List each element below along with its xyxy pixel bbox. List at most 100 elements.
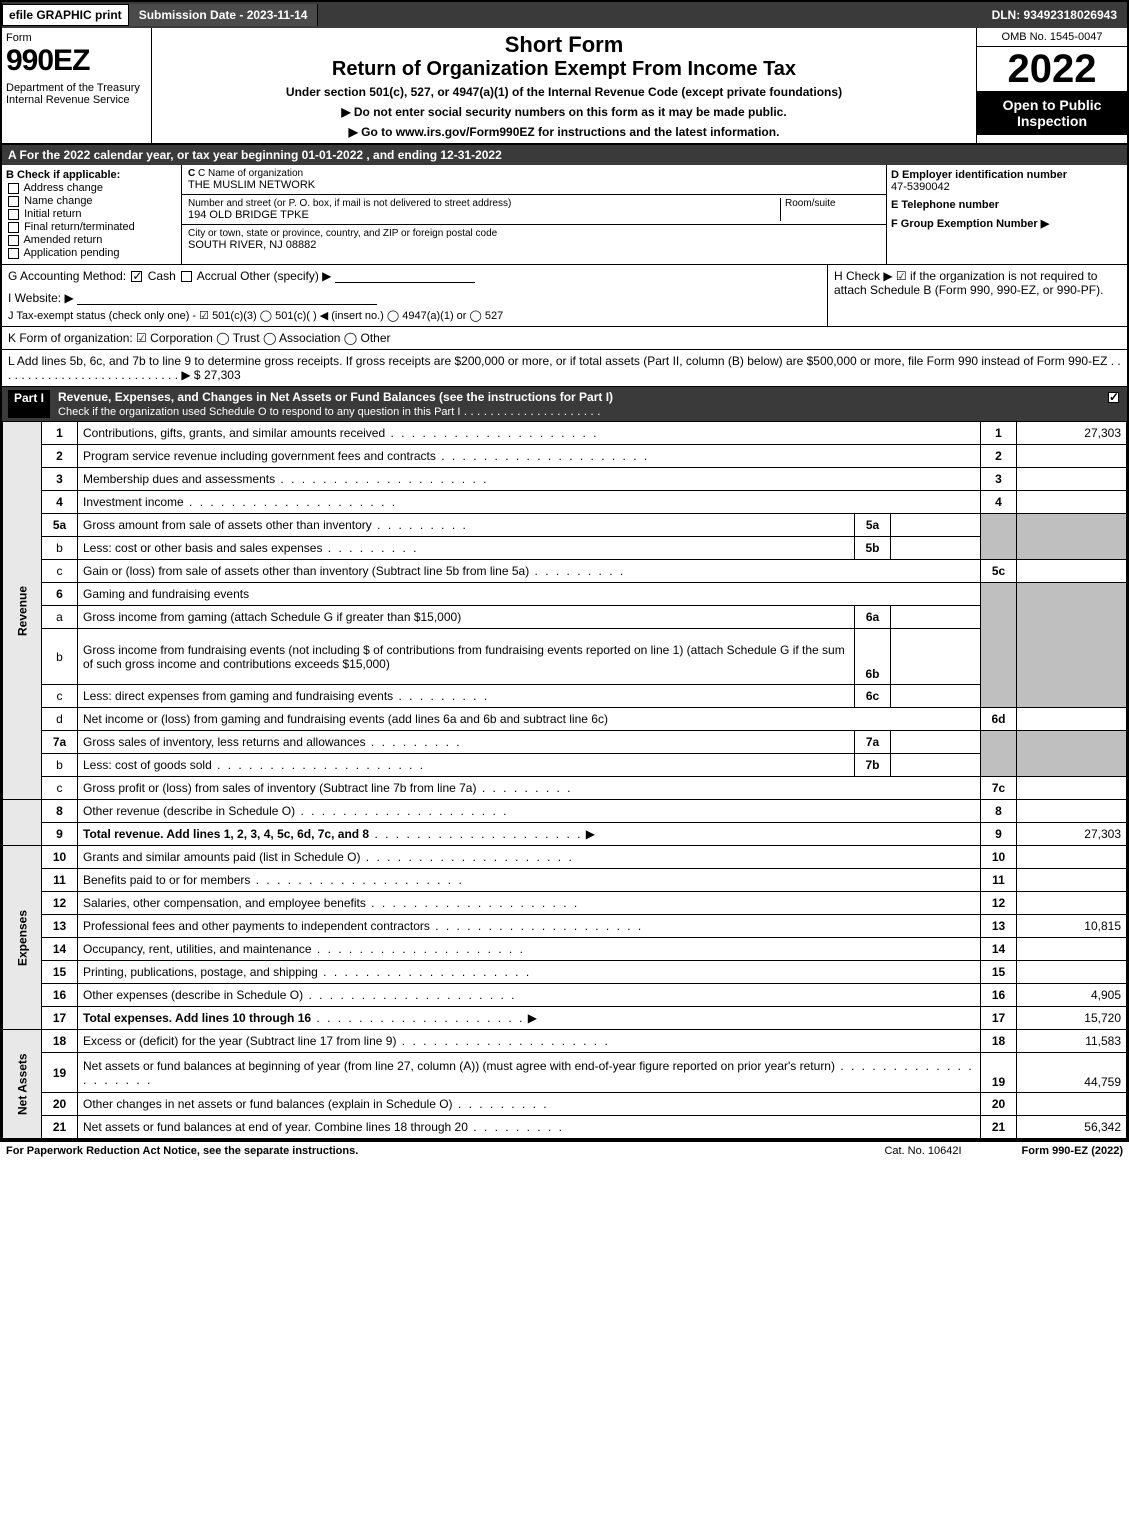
- line-14-num: 14: [42, 938, 78, 961]
- chk-initial-return[interactable]: Initial return: [6, 208, 177, 220]
- chk-accrual[interactable]: [181, 271, 192, 282]
- line-6a-innum: 6a: [855, 606, 891, 629]
- side-revenue: Revenue: [3, 422, 42, 800]
- line-7a-desc: Gross sales of inventory, less returns a…: [83, 735, 462, 749]
- line-6c-num: c: [42, 685, 78, 708]
- line-15-num: 15: [42, 961, 78, 984]
- chk-cash[interactable]: [131, 271, 142, 282]
- row-j-tax-exempt: J Tax-exempt status (check only one) - ☑…: [8, 309, 821, 322]
- row-l-gross-receipts: L Add lines 5b, 6c, and 7b to line 9 to …: [2, 350, 1127, 387]
- footer-left: For Paperwork Reduction Act Notice, see …: [6, 1145, 358, 1157]
- line-1-num: 1: [42, 422, 78, 445]
- line-5a-inval: [891, 514, 981, 537]
- chk-amended-return[interactable]: Amended return: [6, 234, 177, 246]
- line-8-val: [1017, 800, 1127, 823]
- line-5b-inval: [891, 537, 981, 560]
- line-16-val: 4,905: [1017, 984, 1127, 1007]
- line-12-val: [1017, 892, 1127, 915]
- line-15-desc: Printing, publications, postage, and shi…: [83, 965, 531, 979]
- line-16-rnum: 16: [981, 984, 1017, 1007]
- row-a-calendar-year: A For the 2022 calendar year, or tax yea…: [2, 145, 1127, 165]
- side-net-assets: Net Assets: [3, 1030, 42, 1139]
- line-19-num: 19: [42, 1053, 78, 1093]
- line-5b-desc: Less: cost or other basis and sales expe…: [83, 541, 418, 555]
- line-13-num: 13: [42, 915, 78, 938]
- line-9-num: 9: [42, 823, 78, 846]
- line-7b-inval: [891, 754, 981, 777]
- line-7b-desc: Less: cost of goods sold: [83, 758, 425, 772]
- submission-date: Submission Date - 2023-11-14: [129, 4, 319, 26]
- line-4-val: [1017, 491, 1127, 514]
- section-b-checkboxes: B Check if applicable: Address change Na…: [2, 165, 182, 264]
- line-5c-desc: Gain or (loss) from sale of assets other…: [83, 564, 625, 578]
- chk-final-return[interactable]: Final return/terminated: [6, 221, 177, 233]
- line-9-desc: Total revenue. Add lines 1, 2, 3, 4, 5c,…: [83, 827, 369, 841]
- line-4-desc: Investment income: [83, 495, 397, 509]
- line-12-rnum: 12: [981, 892, 1017, 915]
- ein-value: 47-5390042: [891, 181, 950, 193]
- line-5c-rnum: 5c: [981, 560, 1017, 583]
- line-7a-inval: [891, 731, 981, 754]
- line-7b-num: b: [42, 754, 78, 777]
- org-name: THE MUSLIM NETWORK: [188, 179, 880, 191]
- form-number: 990EZ: [6, 44, 147, 78]
- meta-section: B Check if applicable: Address change Na…: [2, 165, 1127, 265]
- line-6b-desc: Gross income from fundraising events (no…: [78, 629, 855, 685]
- line-5c-num: c: [42, 560, 78, 583]
- org-city: SOUTH RIVER, NJ 08882: [188, 239, 880, 251]
- line-7c-val: [1017, 777, 1127, 800]
- tel-label: E Telephone number: [891, 199, 999, 211]
- line-5a-innum: 5a: [855, 514, 891, 537]
- efile-print-button[interactable]: efile GRAPHIC print: [2, 4, 129, 26]
- line-7c-desc: Gross profit or (loss) from sales of inv…: [83, 781, 573, 795]
- header-right: OMB No. 1545-0047 2022 Open to Public In…: [977, 28, 1127, 143]
- row-k-form-of-org: K Form of organization: ☑ Corporation ◯ …: [2, 327, 1127, 350]
- top-bar: efile GRAPHIC print Submission Date - 20…: [2, 2, 1127, 28]
- header-mid: Short Form Return of Organization Exempt…: [152, 28, 977, 143]
- line-7b-innum: 7b: [855, 754, 891, 777]
- line-10-desc: Grants and similar amounts paid (list in…: [83, 850, 574, 864]
- line-2-num: 2: [42, 445, 78, 468]
- line-15-val: [1017, 961, 1127, 984]
- section-d-e-f: D Employer identification number47-53900…: [887, 165, 1127, 264]
- line-3-desc: Membership dues and assessments: [83, 472, 488, 486]
- chk-application-pending[interactable]: Application pending: [6, 247, 177, 259]
- line-5c-val: [1017, 560, 1127, 583]
- line-12-desc: Salaries, other compensation, and employ…: [83, 896, 579, 910]
- line-13-rnum: 13: [981, 915, 1017, 938]
- part-i-header: Part I Revenue, Expenses, and Changes in…: [2, 387, 1127, 421]
- line-6b-innum: 6b: [855, 629, 891, 685]
- page-footer: For Paperwork Reduction Act Notice, see …: [0, 1141, 1129, 1160]
- line-7c-rnum: 7c: [981, 777, 1017, 800]
- line-6c-desc: Less: direct expenses from gaming and fu…: [83, 689, 489, 703]
- part-i-title: Revenue, Expenses, and Changes in Net As…: [58, 390, 613, 404]
- chk-name-change[interactable]: Name change: [6, 195, 177, 207]
- line-8-num: 8: [42, 800, 78, 823]
- chk-address-change[interactable]: Address change: [6, 182, 177, 194]
- goto-link[interactable]: ▶ Go to www.irs.gov/Form990EZ for instru…: [156, 125, 972, 139]
- city-label: City or town, state or province, country…: [188, 228, 880, 239]
- footer-cat-no: Cat. No. 10642I: [884, 1145, 961, 1157]
- line-5ab-greyval: [1017, 514, 1127, 560]
- line-7a-num: 7a: [42, 731, 78, 754]
- line-13-val: 10,815: [1017, 915, 1127, 938]
- line-14-val: [1017, 938, 1127, 961]
- line-20-desc: Other changes in net assets or fund bala…: [83, 1097, 549, 1111]
- line-19-val: 44,759: [1017, 1053, 1127, 1093]
- part-i-checknote: Check if the organization used Schedule …: [58, 406, 460, 418]
- line-1-desc: Contributions, gifts, grants, and simila…: [83, 426, 599, 440]
- line-6-greyval: [1017, 583, 1127, 708]
- line-16-desc: Other expenses (describe in Schedule O): [83, 988, 516, 1002]
- line-6d-rnum: 6d: [981, 708, 1017, 731]
- line-21-rnum: 21: [981, 1116, 1017, 1139]
- line-9-rnum: 9: [981, 823, 1017, 846]
- line-6d-desc: Net income or (loss) from gaming and fun…: [78, 708, 981, 731]
- line-14-rnum: 14: [981, 938, 1017, 961]
- line-5b-innum: 5b: [855, 537, 891, 560]
- line-4-rnum: 4: [981, 491, 1017, 514]
- line-6c-innum: 6c: [855, 685, 891, 708]
- line-17-num: 17: [42, 1007, 78, 1030]
- line-15-rnum: 15: [981, 961, 1017, 984]
- line-16-num: 16: [42, 984, 78, 1007]
- chk-schedule-o[interactable]: [1108, 392, 1119, 403]
